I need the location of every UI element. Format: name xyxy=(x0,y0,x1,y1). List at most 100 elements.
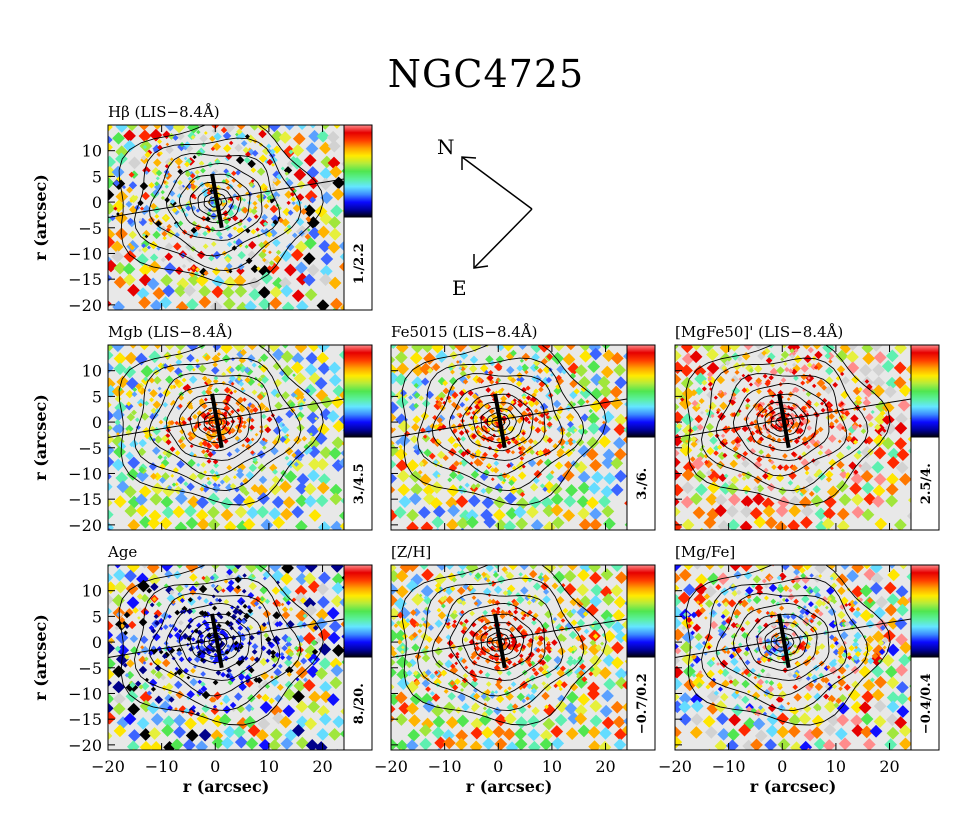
colorbar-frame xyxy=(910,564,940,751)
x-tick-label: 10 xyxy=(826,757,846,776)
x-tick-label: −10 xyxy=(428,757,462,776)
major-axis-line xyxy=(391,618,627,658)
major-axis-line xyxy=(675,618,911,658)
colorbar-range-label: −0.7/0.2 xyxy=(635,673,650,734)
panel-zh: −20 −10 0 10 20 r (arcsec) [Z/H] −0.7/0.2 xyxy=(374,543,656,796)
x-tick-label: 10 xyxy=(542,757,562,776)
colorbar-gradient xyxy=(911,565,939,658)
panel-mgb: 10 5 0 −5 −10 −15 −20 r (arcsec) Mgb (LIS−8.4Å) 3… xyxy=(31,323,373,535)
colorbar-range-label: 8./20. xyxy=(352,683,367,724)
y-tick-label: 10 xyxy=(82,582,102,601)
y-tick-label: −10 xyxy=(68,244,102,263)
panel-label: Hβ (LIS−8.4Å) xyxy=(108,103,220,121)
compass xyxy=(461,156,533,269)
y-tick-label: 0 xyxy=(92,633,102,652)
major-axis-line xyxy=(108,398,344,438)
x-tick-label: −10 xyxy=(712,757,746,776)
compass-north-label: N xyxy=(437,135,455,159)
figure-title: NGC4725 xyxy=(387,52,585,96)
axis-ticks xyxy=(107,565,324,750)
bar-line xyxy=(210,613,224,669)
colorbar-gradient xyxy=(627,345,655,438)
x-tick-label: 20 xyxy=(595,757,615,776)
y-tick-label: 0 xyxy=(92,193,102,212)
x-tick-label: −10 xyxy=(145,757,179,776)
x-tick-label: 10 xyxy=(259,757,279,776)
map-mgb xyxy=(108,345,344,530)
y-tick-label: −10 xyxy=(68,464,102,483)
y-tick-label: −20 xyxy=(68,516,102,535)
colorbar-frame xyxy=(343,564,373,751)
x-tick-label: −20 xyxy=(658,757,692,776)
x-axis-label: r (arcsec) xyxy=(466,777,553,796)
y-axis-label: r (arcsec) xyxy=(31,614,50,701)
colorbar-frame xyxy=(626,564,656,751)
y-tick-label: −20 xyxy=(68,296,102,315)
y-tick-label: −5 xyxy=(78,659,102,678)
map-age xyxy=(108,565,344,750)
major-axis-line xyxy=(108,178,344,218)
colorbar-gradient xyxy=(344,345,372,438)
y-tick-label: 5 xyxy=(92,167,102,186)
y-tick-label: −5 xyxy=(78,219,102,238)
axis-ticks xyxy=(107,345,324,530)
bar-line xyxy=(777,393,791,449)
x-tick-label: 20 xyxy=(312,757,332,776)
panel-fe5015: Fe5015 (LIS−8.4Å) 3./6. xyxy=(390,323,656,531)
isophote-contours xyxy=(401,565,607,726)
panel-label: [Z/H] xyxy=(391,543,431,561)
bar-line xyxy=(493,613,507,669)
map-fe5015 xyxy=(391,345,627,530)
panel-hbeta: 10 5 0 −5 −10 −15 −20 r (arcsec) Hβ (LIS−8.4Å) 1.… xyxy=(31,103,373,315)
map-zh xyxy=(391,565,627,750)
x-tick-label: 20 xyxy=(879,757,899,776)
x-tick-label: 0 xyxy=(493,757,503,776)
colorbar-range-label: 2.5/4. xyxy=(919,463,934,504)
panel-mgfe50: [MgFe50]' (LIS−8.4Å) 2.5/4. xyxy=(674,323,940,531)
y-tick-label: 5 xyxy=(92,387,102,406)
y-tick-label: 10 xyxy=(82,142,102,161)
y-tick-label: 10 xyxy=(82,362,102,381)
y-axis-label: r (arcsec) xyxy=(31,394,50,481)
colorbar-range-label: 3./6. xyxy=(635,468,650,500)
y-tick-label: −5 xyxy=(78,439,102,458)
colorbar-frame xyxy=(343,124,373,311)
y-axis-label: r (arcsec) xyxy=(31,174,50,261)
colorbar-gradient xyxy=(911,345,939,438)
panel-age: 10 5 0 −5 −10 −15 −20 r (arcsec) −20 −10 0 10 20 r (a… xyxy=(31,543,373,796)
colorbar-frame xyxy=(910,344,940,531)
y-tick-label: −15 xyxy=(68,710,102,729)
x-axis-label: r (arcsec) xyxy=(750,777,837,796)
axis-ticks xyxy=(390,565,607,750)
colorbar-frame xyxy=(343,344,373,531)
map-hbeta xyxy=(108,125,344,310)
axis-ticks xyxy=(674,565,891,750)
bar-line xyxy=(777,613,791,669)
x-tick-label: 0 xyxy=(210,757,220,776)
bar-line xyxy=(210,393,224,449)
colorbar-range-label: 3./4.5 xyxy=(352,463,367,504)
isophote-contours xyxy=(685,345,891,506)
map-mgfe xyxy=(675,565,911,750)
major-axis-line xyxy=(675,398,911,438)
isophote-contours xyxy=(685,565,891,726)
y-tick-label: −15 xyxy=(68,270,102,289)
axis-ticks xyxy=(107,125,324,310)
panel-label: [Mg/Fe] xyxy=(675,543,735,561)
isophote-contours xyxy=(118,565,324,726)
axis-ticks xyxy=(674,345,891,530)
panel-label: Fe5015 (LIS−8.4Å) xyxy=(391,323,538,341)
major-axis-line xyxy=(108,618,344,658)
colorbar-gradient xyxy=(627,565,655,658)
y-tick-label: −15 xyxy=(68,490,102,509)
panel-label: [MgFe50]' (LIS−8.4Å) xyxy=(675,323,843,341)
panel-label: Age xyxy=(107,543,137,561)
axis-ticks xyxy=(390,345,607,530)
y-tick-label: 5 xyxy=(92,607,102,626)
colorbar-range-label: −0.4/0.4 xyxy=(919,673,934,734)
bar-line xyxy=(493,393,507,449)
y-tick-label: −20 xyxy=(68,736,102,755)
x-tick-label: 0 xyxy=(777,757,787,776)
